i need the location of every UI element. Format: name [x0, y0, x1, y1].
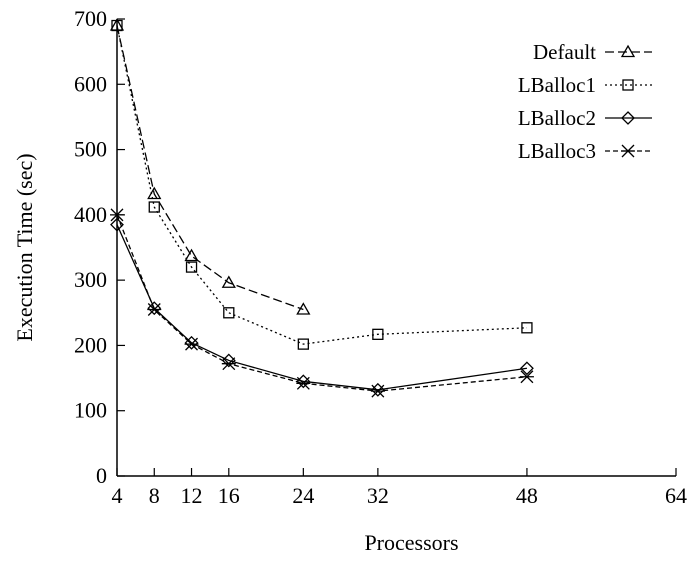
legend-label: LBalloc2: [518, 106, 596, 130]
data-point: [296, 302, 311, 315]
legend-label: LBalloc3: [518, 139, 596, 163]
legend-label: LBalloc1: [518, 73, 596, 97]
x-tick-label: 16: [218, 483, 240, 508]
series-line: [116, 25, 304, 311]
series-line: [116, 214, 527, 392]
data-point: [519, 370, 534, 384]
legend-item: LBalloc2: [518, 106, 652, 130]
data-point: [223, 307, 235, 319]
y-tick-label: 500: [74, 137, 107, 162]
data-point: [110, 208, 124, 222]
series-default: [109, 18, 311, 315]
x-tick-label: 64: [665, 483, 687, 508]
y-axis-label: Execution Time (sec): [12, 153, 37, 341]
legend-marker: [621, 144, 635, 158]
x-tick-label: 24: [292, 483, 314, 508]
data-point: [296, 376, 311, 390]
data-point: [184, 248, 199, 262]
x-tick-label: 32: [367, 483, 389, 508]
x-tick-label: 12: [181, 483, 203, 508]
x-tick-label: 4: [112, 483, 123, 508]
legend-item: LBalloc3: [518, 139, 652, 163]
y-tick-label: 300: [74, 267, 107, 292]
data-point: [184, 337, 199, 351]
legend-marker: [622, 79, 634, 91]
y-tick-label: 200: [74, 332, 107, 357]
series-lballoc3: [110, 208, 534, 398]
y-axis-ticks: 0 100 200 300 400 500 600 700: [74, 6, 125, 488]
legend: Default LBalloc1 LBalloc2 LBalloc3: [518, 40, 652, 163]
x-tick-label: 8: [149, 483, 160, 508]
series-layer: [109, 18, 534, 398]
legend-marker: [621, 111, 635, 125]
x-axis-label: Processors: [364, 530, 458, 555]
data-point: [221, 357, 236, 371]
plot-frame: [116, 19, 676, 477]
data-point: [185, 261, 198, 273]
data-point: [147, 303, 162, 316]
y-tick-label: 0: [96, 463, 107, 488]
data-point: [110, 217, 124, 232]
legend-label: Default: [533, 40, 596, 64]
x-tick-label: 48: [516, 483, 538, 508]
data-point: [111, 19, 123, 32]
y-tick-label: 600: [74, 71, 107, 96]
data-point: [221, 275, 236, 288]
series-line: [116, 224, 528, 391]
legend-marker: [620, 44, 636, 58]
data-point: [370, 384, 385, 398]
y-tick-label: 400: [74, 202, 107, 227]
series-lballoc2: [110, 217, 534, 397]
legend-item: LBalloc1: [518, 73, 652, 97]
x-axis-ticks: 4 8 12 16 24 32 48 64: [112, 468, 687, 508]
data-point: [521, 322, 533, 334]
data-point: [520, 361, 534, 376]
series-line: [116, 25, 527, 345]
data-point: [148, 201, 160, 213]
data-point: [372, 328, 384, 340]
y-tick-label: 100: [74, 398, 107, 423]
y-tick-label: 700: [74, 6, 107, 31]
data-point: [297, 338, 309, 350]
legend-item: Default: [533, 40, 652, 64]
data-point: [221, 353, 236, 368]
series-lballoc1: [111, 19, 533, 350]
